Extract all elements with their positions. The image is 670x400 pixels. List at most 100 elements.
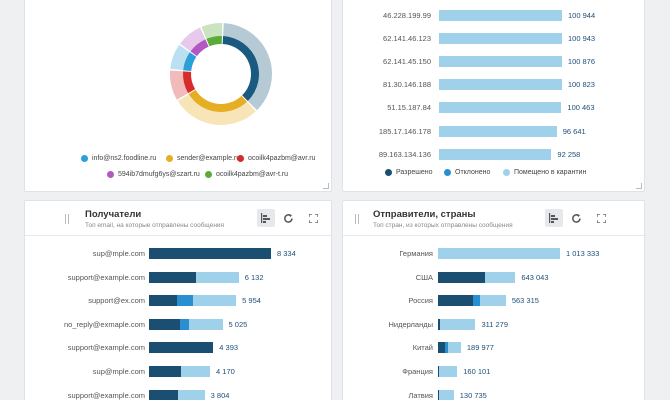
- stacked-bar[interactable]: [438, 248, 560, 259]
- legend-dot-icon: [444, 169, 451, 176]
- ip-bar[interactable]: [439, 79, 562, 91]
- ip-bar[interactable]: [439, 33, 562, 45]
- ip-label: 185.17.146.178: [378, 126, 431, 136]
- row-label: support@example.com: [67, 390, 145, 400]
- stacked-bar[interactable]: [438, 389, 454, 400]
- legend-item[interactable]: sender@example.ru: [166, 155, 240, 162]
- row-value: 4 170: [216, 367, 235, 376]
- bar-quarantine: [439, 389, 454, 400]
- legend-dot-icon: [205, 171, 212, 178]
- bar-chart-view-button[interactable]: [545, 209, 563, 227]
- row-label: support@example.com: [67, 272, 145, 282]
- bar-rejected: [176, 295, 193, 307]
- drag-handle[interactable]: [355, 214, 359, 224]
- legend-item[interactable]: ocoilk4pazbm@avr.ru: [237, 155, 315, 162]
- ip-value: 100 823: [567, 80, 595, 90]
- legend-label: Помещено в карантин: [514, 169, 587, 176]
- ip-bar[interactable]: [439, 10, 562, 21]
- refresh-button[interactable]: [279, 209, 297, 227]
- donut-outer-slice-green: [201, 23, 223, 40]
- legend-label: Разрешено: [396, 169, 433, 176]
- stacked-bar[interactable]: [438, 318, 476, 330]
- legend-item[interactable]: Разрешено: [385, 169, 433, 176]
- stacked-bar[interactable]: [149, 318, 223, 330]
- ip-bar[interactable]: [439, 102, 562, 114]
- refresh-icon: [283, 213, 293, 223]
- row-value: 563 315: [511, 296, 539, 306]
- stacked-bar[interactable]: [438, 271, 516, 283]
- refresh-icon: [571, 213, 581, 223]
- legend-item[interactable]: Помещено в карантин: [503, 169, 586, 176]
- row-label: США: [415, 272, 433, 282]
- ip-bar[interactable]: [439, 56, 562, 68]
- bar-allowed: [438, 342, 446, 354]
- row-value: 160 101: [463, 367, 491, 376]
- row-value: 311 279: [481, 319, 509, 329]
- ip-value: 100 463: [567, 103, 595, 113]
- ip-label: 89.163.134.136: [378, 149, 431, 159]
- bar-allowed: [438, 318, 441, 330]
- ip-value: 100 876: [567, 57, 596, 67]
- stacked-bar[interactable]: [438, 366, 458, 377]
- row-value: 8 334: [277, 249, 296, 258]
- legend-item[interactable]: Отклонено: [444, 169, 490, 176]
- bar-chart-view-button[interactable]: [257, 209, 275, 227]
- stacked-bar[interactable]: [149, 366, 211, 377]
- legend-item[interactable]: info@ns2.foodline.ru: [81, 155, 156, 162]
- legend-dot-icon: [166, 155, 173, 162]
- bar-quarantine: [178, 389, 205, 400]
- bar-allowed: [149, 389, 179, 400]
- row-value: 4 393: [219, 343, 239, 353]
- stacked-bar[interactable]: [149, 342, 214, 354]
- legend-dot-icon: [503, 169, 510, 176]
- row-label: Франция: [402, 367, 433, 376]
- resize-handle[interactable]: [636, 183, 642, 189]
- resize-handle[interactable]: [323, 183, 329, 189]
- ip-label: 46.228.199.99: [383, 11, 431, 20]
- row-label: sup@mple.com: [92, 249, 145, 258]
- refresh-button[interactable]: [567, 209, 585, 227]
- bar-allowed: [438, 271, 485, 283]
- ip-label: 62.141.46.123: [383, 34, 431, 44]
- bar-quarantine: [181, 366, 211, 377]
- legend-dot-icon: [81, 155, 88, 162]
- ip-widget: 46.228.199.99 100 944 62.141.46.123 100 943…: [342, 0, 645, 192]
- stacked-bar[interactable]: [438, 342, 461, 354]
- bar-allowed: [149, 366, 182, 377]
- stacked-bar[interactable]: [149, 271, 239, 283]
- row-value: 643 043: [521, 272, 549, 282]
- ip-bar[interactable]: [439, 148, 552, 160]
- donut-outer-slice-red: [169, 70, 190, 100]
- donut-chart: [169, 23, 272, 125]
- senders-widget: Отправители, страны Топ стран, из которы…: [342, 200, 645, 400]
- row-label: sup@mple.com: [92, 367, 145, 376]
- legend-dot-icon: [237, 155, 244, 162]
- row-value: 3 804: [210, 390, 230, 400]
- bar-quarantine: [189, 318, 223, 330]
- row-value: 189 977: [466, 343, 494, 353]
- row-value: 5 025: [228, 319, 248, 329]
- bar-quarantine: [438, 248, 560, 259]
- stacked-bar[interactable]: [149, 389, 205, 400]
- bar-rejected: [445, 342, 448, 354]
- row-value: 5 954: [242, 296, 261, 306]
- donut-outer-slice-gold: [177, 93, 256, 125]
- ip-label: 62.141.45.150: [383, 57, 431, 67]
- drag-handle[interactable]: [65, 214, 69, 224]
- legend-label: 594ib7dmufg6ys@szart.ru: [118, 171, 200, 178]
- bar-quarantine: [192, 295, 237, 307]
- bar-quarantine: [439, 366, 458, 377]
- ip-value: 100 944: [568, 11, 596, 20]
- stacked-bar[interactable]: [149, 295, 237, 307]
- row-value: 130 735: [459, 390, 487, 400]
- stacked-bar[interactable]: [438, 295, 506, 307]
- stacked-bar[interactable]: [149, 248, 271, 259]
- ip-bar[interactable]: [439, 125, 557, 137]
- legend-label: ocoilk4pazbm@avr.ru: [248, 155, 316, 162]
- bar-allowed: [149, 248, 271, 259]
- fullscreen-button[interactable]: [304, 209, 322, 227]
- fullscreen-button[interactable]: [592, 209, 610, 227]
- legend-item[interactable]: 594ib7dmufg6ys@szart.ru: [107, 171, 200, 178]
- ip-value: 92 258: [557, 149, 581, 159]
- legend-item[interactable]: ocoilk4pazbm@avr-t.ru: [205, 171, 288, 178]
